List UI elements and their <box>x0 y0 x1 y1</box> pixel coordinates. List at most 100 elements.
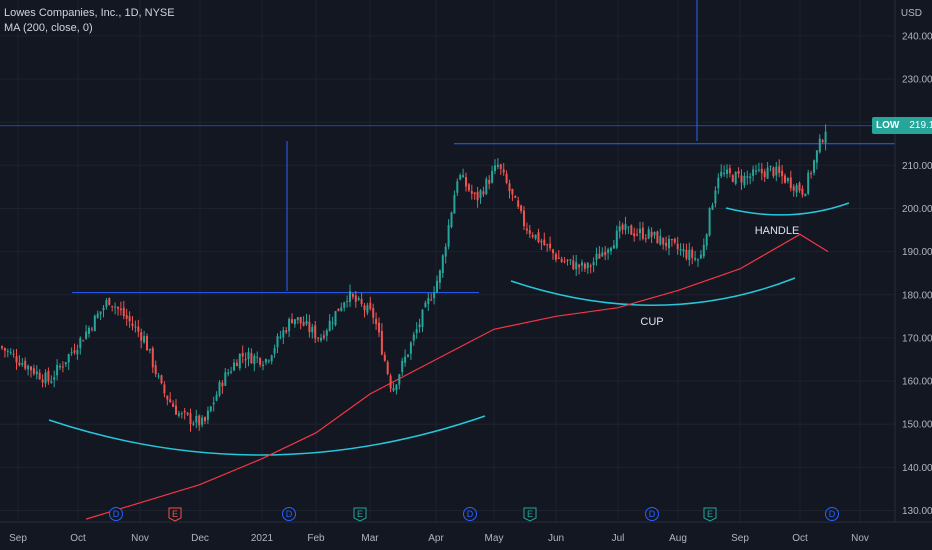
candle-body <box>47 370 50 382</box>
candle-body <box>166 395 169 400</box>
indicator-label[interactable]: MA (200, close, 0) <box>4 22 93 34</box>
candle-body <box>32 368 35 374</box>
candle-body <box>151 348 154 368</box>
candle-body <box>627 226 630 228</box>
candle-body <box>340 307 343 311</box>
time-axis[interactable]: Sep Oct Nov Dec 2021 Feb Mar Apr May Jun Jul Aug Sep… <box>0 521 932 544</box>
candle-body <box>241 353 244 357</box>
candle-body <box>560 258 563 262</box>
candle-body <box>728 168 731 174</box>
candle-body <box>438 270 441 283</box>
candle-body <box>180 413 183 415</box>
candle-body <box>296 317 299 321</box>
time-tick-label: Sep <box>731 533 749 544</box>
candle-body <box>288 318 291 332</box>
candle-body <box>673 238 676 243</box>
candle-body <box>441 255 444 273</box>
candle-body <box>334 311 337 326</box>
candle-body <box>537 232 540 242</box>
candle-body <box>244 359 247 361</box>
candle-body <box>543 239 546 246</box>
candle-body <box>163 384 166 394</box>
candle-body <box>595 253 598 260</box>
candle-body <box>699 254 702 259</box>
candle-body <box>572 260 575 270</box>
price-tick-label: 180.00 <box>902 290 932 301</box>
candle-body <box>647 229 650 239</box>
candle-body <box>807 172 810 194</box>
candle-body <box>93 315 96 332</box>
price-tick-label: 160.00 <box>902 377 932 388</box>
candle-body <box>470 190 473 194</box>
candle-body <box>6 350 9 352</box>
annotations-layer: CUP HANDLE <box>640 225 799 328</box>
candle-body <box>641 227 644 239</box>
candle-body <box>160 375 163 384</box>
candle-body <box>407 354 409 357</box>
candle-body <box>157 375 160 377</box>
ticker-label: LOW <box>876 120 900 131</box>
candle-body <box>404 356 407 363</box>
candle-body <box>262 364 264 367</box>
candle-body <box>450 212 453 228</box>
candle-body <box>520 205 523 212</box>
candle-body <box>117 307 119 309</box>
candle-body <box>723 173 726 175</box>
candle-body <box>337 308 340 312</box>
candle-body <box>511 188 514 195</box>
moving-average-layer <box>85 233 829 520</box>
candle-body <box>259 358 262 365</box>
pattern-lines <box>0 0 895 456</box>
candle-body <box>276 336 279 348</box>
marker-circle <box>825 507 839 521</box>
time-tick-label: Dec <box>191 533 209 544</box>
candle-body <box>804 193 807 197</box>
candle-body <box>467 184 470 191</box>
candle-body <box>15 356 18 363</box>
candle-body <box>456 181 459 193</box>
marker-circle <box>282 507 296 521</box>
candle-body <box>331 322 334 324</box>
candle-body <box>525 228 528 231</box>
candle-body <box>267 360 270 362</box>
candle-body <box>412 334 415 341</box>
candle-body <box>740 175 743 183</box>
candle-body <box>697 259 699 261</box>
candle-body <box>670 239 673 241</box>
price-axis[interactable]: 130.00 140.00 150.00 160.00 170.00 180.00 190.… <box>894 0 932 522</box>
candle-body <box>325 330 328 336</box>
candle-body <box>668 238 670 249</box>
candle-body <box>285 330 288 333</box>
marker-circle <box>109 507 123 521</box>
candle-body <box>73 350 76 353</box>
candle-body <box>96 313 99 318</box>
candle-body <box>465 177 467 187</box>
candle-body <box>792 186 795 191</box>
candle-body <box>273 348 276 354</box>
candle-body <box>215 394 218 401</box>
candle-body <box>813 160 815 173</box>
candle-body <box>146 335 148 351</box>
candle-body <box>282 330 285 338</box>
candle-body <box>427 298 430 304</box>
base-arc <box>48 415 486 456</box>
candle-body <box>59 365 61 368</box>
candle-body <box>218 382 221 396</box>
candle-body <box>195 415 198 423</box>
dividend-marker: D <box>109 507 123 521</box>
candle-body <box>50 381 53 383</box>
candle-body <box>90 328 93 330</box>
candle-body <box>607 249 610 253</box>
candle-body <box>430 299 433 301</box>
candle-body <box>85 331 88 339</box>
currency-label: USD <box>900 8 922 19</box>
marker-letter: D <box>286 509 293 519</box>
candle-body <box>726 169 728 174</box>
candle-body <box>169 399 172 403</box>
earnings-marker: E <box>353 507 367 522</box>
time-tick-label: Jun <box>548 533 564 544</box>
candle-body <box>421 309 424 327</box>
candle-body <box>763 171 766 178</box>
symbol-title[interactable]: Lowes Companies, Inc., 1D, NYSE <box>4 7 175 19</box>
